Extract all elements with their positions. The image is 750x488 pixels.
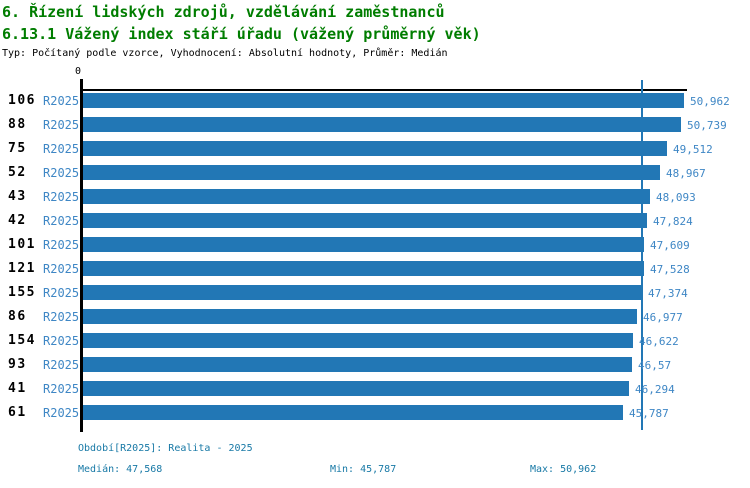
bar-value-label: 46,294 [635, 383, 675, 396]
row-category-label: 101 [8, 237, 36, 252]
chart-row: 155 R2025 47,374 [0, 285, 750, 309]
row-series-label: R2025 [43, 310, 80, 324]
row-category-label: 93 [8, 357, 27, 372]
bar [83, 381, 629, 396]
row-category-label: 52 [8, 165, 27, 180]
bar [83, 165, 660, 180]
bar-value-label: 46,57 [638, 359, 672, 372]
footer-median-label: Medián: 47,568 [78, 464, 163, 475]
chart-row: 75 R2025 49,512 [0, 141, 750, 165]
footer-min-label: Min: 45,787 [330, 464, 397, 475]
bar [83, 285, 642, 300]
row-series-label: R2025 [43, 142, 80, 156]
row-category-label: 86 [8, 309, 27, 324]
row-series-label: R2025 [43, 238, 80, 252]
bar-value-label: 45,787 [629, 407, 669, 420]
row-series-label: R2025 [43, 382, 80, 396]
chart-row: 52 R2025 48,967 [0, 165, 750, 189]
bar-value-label: 47,374 [648, 287, 688, 300]
bar-value-label: 50,739 [687, 119, 727, 132]
chart-row: 88 R2025 50,739 [0, 117, 750, 141]
bar [83, 141, 667, 156]
row-category-label: 154 [8, 333, 36, 348]
row-category-label: 121 [8, 261, 36, 276]
chart-row: 86 R2025 46,977 [0, 309, 750, 333]
chart-row: 61 R2025 45,787 [0, 405, 750, 429]
row-series-label: R2025 [43, 118, 80, 132]
chart-row: 154 R2025 46,622 [0, 333, 750, 357]
bar [83, 309, 637, 324]
chart-row: 101 R2025 47,609 [0, 237, 750, 261]
x-axis-zero-tick-label: 0 [75, 66, 82, 77]
row-category-label: 88 [8, 117, 27, 132]
bar-value-label: 46,622 [639, 335, 679, 348]
bar-value-label: 47,528 [650, 263, 690, 276]
bar [83, 213, 647, 228]
row-series-label: R2025 [43, 334, 80, 348]
row-category-label: 41 [8, 381, 27, 396]
bar [83, 93, 684, 108]
chart-row: 93 R2025 46,57 [0, 357, 750, 381]
bar [83, 261, 644, 276]
row-category-label: 155 [8, 285, 36, 300]
bar [83, 405, 623, 420]
bar [83, 189, 650, 204]
chart-row: 121 R2025 47,528 [0, 261, 750, 285]
chart-row: 42 R2025 47,824 [0, 213, 750, 237]
row-category-label: 42 [8, 213, 27, 228]
bar [83, 357, 632, 372]
bar-value-label: 49,512 [673, 143, 713, 156]
row-series-label: R2025 [43, 214, 80, 228]
chart-row: 106 R2025 50,962 [0, 93, 750, 117]
row-series-label: R2025 [43, 262, 80, 276]
row-category-label: 75 [8, 141, 27, 156]
bar-value-label: 46,977 [643, 311, 683, 324]
bar-value-label: 47,609 [650, 239, 690, 252]
chart-title-line2: 6.13.1 Vážený index stáří úřadu (vážený … [2, 25, 481, 43]
chart-title-line1: 6. Řízení lidských zdrojů, vzdělávání za… [2, 3, 445, 21]
bar-value-label: 47,824 [653, 215, 693, 228]
row-series-label: R2025 [43, 286, 80, 300]
row-category-label: 106 [8, 93, 36, 108]
bar-value-label: 48,093 [656, 191, 696, 204]
row-series-label: R2025 [43, 190, 80, 204]
median-line [641, 80, 643, 430]
bar [83, 333, 633, 348]
row-series-label: R2025 [43, 94, 80, 108]
row-series-label: R2025 [43, 406, 80, 420]
row-series-label: R2025 [43, 166, 80, 180]
y-axis-line [80, 79, 83, 432]
bar [83, 237, 644, 252]
bar [83, 117, 681, 132]
chart-subtitle: Typ: Počítaný podle vzorce, Vyhodnocení:… [2, 48, 448, 59]
bar-value-label: 50,962 [690, 95, 730, 108]
chart-row: 43 R2025 48,093 [0, 189, 750, 213]
bar-value-label: 48,967 [666, 167, 706, 180]
x-axis-line [80, 89, 687, 91]
row-series-label: R2025 [43, 358, 80, 372]
chart-row: 41 R2025 46,294 [0, 381, 750, 405]
footer-period-label: Období[R2025]: Realita - 2025 [78, 443, 253, 454]
row-category-label: 61 [8, 405, 27, 420]
footer-max-label: Max: 50,962 [530, 464, 597, 475]
row-category-label: 43 [8, 189, 27, 204]
